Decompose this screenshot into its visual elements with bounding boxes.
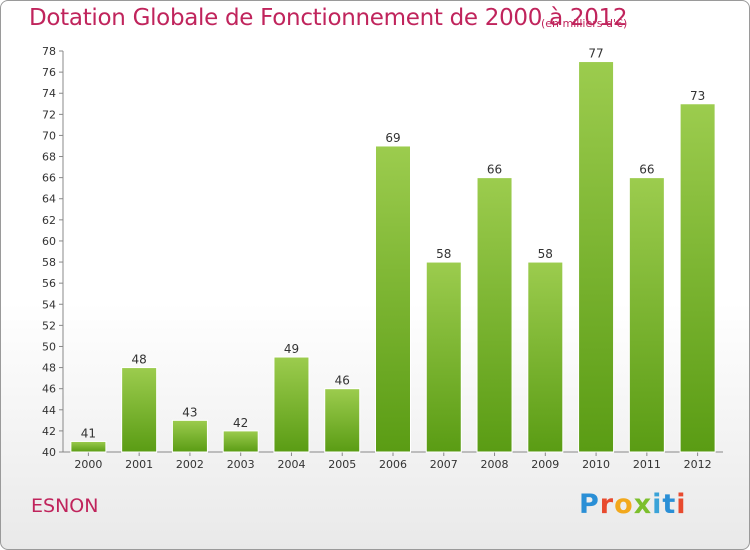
x-tick-label: 2005 bbox=[328, 458, 356, 471]
x-tick-label: 2002 bbox=[176, 458, 204, 471]
y-tick-label: 64 bbox=[42, 193, 56, 206]
bar-value-label: 46 bbox=[335, 374, 350, 388]
x-tick-label: 2008 bbox=[481, 458, 509, 471]
bar-value-label: 49 bbox=[284, 342, 299, 356]
y-tick-label: 54 bbox=[42, 298, 56, 311]
chart-title: Dotation Globale de Fonctionnement de 20… bbox=[29, 5, 628, 31]
bar-2009 bbox=[527, 261, 564, 453]
chart-subtitle: (en milliers d'€) bbox=[541, 17, 628, 30]
proxiti-logo: Proxiti bbox=[579, 489, 687, 520]
x-tick-label: 2004 bbox=[277, 458, 305, 471]
y-tick-label: 52 bbox=[42, 319, 56, 332]
x-tick-label: 2009 bbox=[531, 458, 559, 471]
bar-value-label: 69 bbox=[385, 131, 400, 145]
bar-2008 bbox=[476, 177, 513, 453]
bar-2010 bbox=[578, 61, 615, 453]
bar-2003 bbox=[222, 430, 259, 453]
y-tick-label: 66 bbox=[42, 172, 56, 185]
bar-2012 bbox=[679, 103, 716, 453]
bar-2004 bbox=[273, 356, 310, 453]
bar-2006 bbox=[375, 145, 411, 453]
y-tick-label: 68 bbox=[42, 151, 56, 164]
bar-value-label: 73 bbox=[690, 89, 705, 103]
bar-value-label: 58 bbox=[436, 247, 451, 261]
x-tick-label: 2011 bbox=[633, 458, 661, 471]
bar-2011 bbox=[628, 177, 665, 453]
y-tick-label: 70 bbox=[42, 129, 56, 142]
bar-value-label: 48 bbox=[132, 353, 147, 367]
y-tick-label: 42 bbox=[42, 425, 56, 438]
x-tick-label: 2012 bbox=[684, 458, 712, 471]
bars: 41 48 43 42 49 46 69 58 66 58 77 66 73 bbox=[70, 47, 716, 453]
commune-name: ESNON bbox=[31, 495, 99, 517]
bar-2005 bbox=[324, 388, 361, 453]
bar-value-label: 42 bbox=[233, 416, 248, 430]
x-tick-label: 2006 bbox=[379, 458, 407, 471]
x-tick-label: 2000 bbox=[74, 458, 102, 471]
y-tick-label: 56 bbox=[42, 277, 56, 290]
bar-value-label: 58 bbox=[538, 247, 553, 261]
y-tick-label: 62 bbox=[42, 214, 56, 227]
bar-value-label: 77 bbox=[588, 47, 603, 61]
y-tick-label: 44 bbox=[42, 404, 56, 417]
y-tick-label: 78 bbox=[42, 45, 56, 58]
y-tick-label: 58 bbox=[42, 256, 56, 269]
x-tick-label: 2010 bbox=[582, 458, 610, 471]
y-tick-label: 40 bbox=[42, 446, 56, 459]
x-axis: 2000 2001 2002 2003 2004 2005 2006 2007 2008 2009… bbox=[63, 451, 723, 471]
y-tick-label: 50 bbox=[42, 340, 56, 353]
y-tick-label: 76 bbox=[42, 66, 56, 79]
y-tick-label: 48 bbox=[42, 362, 56, 375]
x-tick-label: 2003 bbox=[227, 458, 255, 471]
bar-2007 bbox=[425, 261, 462, 453]
y-tick-label: 72 bbox=[42, 108, 56, 121]
bar-value-label: 43 bbox=[182, 405, 197, 419]
bar-value-label: 66 bbox=[487, 163, 502, 177]
x-tick-label: 2007 bbox=[430, 458, 458, 471]
bar-value-label: 41 bbox=[81, 426, 96, 440]
y-axis: 40 42 44 46 48 50 52 54 56 58 60 62 64 66 68 70 72 74 76 78 bbox=[42, 45, 64, 459]
bar-value-label: 66 bbox=[639, 163, 654, 177]
y-tick-label: 46 bbox=[42, 383, 56, 396]
bar-2001 bbox=[121, 367, 158, 453]
x-tick-label: 2001 bbox=[125, 458, 153, 471]
y-tick-label: 74 bbox=[42, 87, 56, 100]
y-tick-label: 60 bbox=[42, 235, 56, 248]
bar-2000 bbox=[70, 440, 107, 453]
bar-2002 bbox=[171, 419, 208, 453]
